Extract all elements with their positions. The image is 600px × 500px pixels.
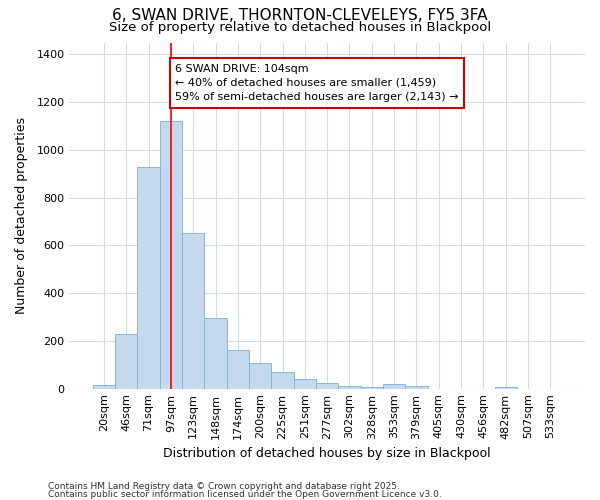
- Bar: [249, 363, 271, 388]
- Bar: [182, 234, 205, 388]
- Bar: [115, 334, 137, 388]
- X-axis label: Distribution of detached houses by size in Blackpool: Distribution of detached houses by size …: [163, 447, 491, 460]
- Text: Contains HM Land Registry data © Crown copyright and database right 2025.: Contains HM Land Registry data © Crown c…: [48, 482, 400, 491]
- Bar: [205, 318, 227, 388]
- Bar: [316, 384, 338, 388]
- Text: Size of property relative to detached houses in Blackpool: Size of property relative to detached ho…: [109, 21, 491, 34]
- Bar: [137, 166, 160, 388]
- Bar: [293, 378, 316, 388]
- Bar: [227, 350, 249, 389]
- Bar: [338, 386, 361, 388]
- Text: 6, SWAN DRIVE, THORNTON-CLEVELEYS, FY5 3FA: 6, SWAN DRIVE, THORNTON-CLEVELEYS, FY5 3…: [112, 8, 488, 22]
- Text: Contains public sector information licensed under the Open Government Licence v3: Contains public sector information licen…: [48, 490, 442, 499]
- Bar: [93, 385, 115, 388]
- Bar: [271, 372, 293, 388]
- Bar: [383, 384, 405, 388]
- Text: 6 SWAN DRIVE: 104sqm
← 40% of detached houses are smaller (1,459)
59% of semi-de: 6 SWAN DRIVE: 104sqm ← 40% of detached h…: [175, 64, 459, 102]
- Bar: [160, 122, 182, 388]
- Bar: [405, 386, 428, 388]
- Y-axis label: Number of detached properties: Number of detached properties: [15, 117, 28, 314]
